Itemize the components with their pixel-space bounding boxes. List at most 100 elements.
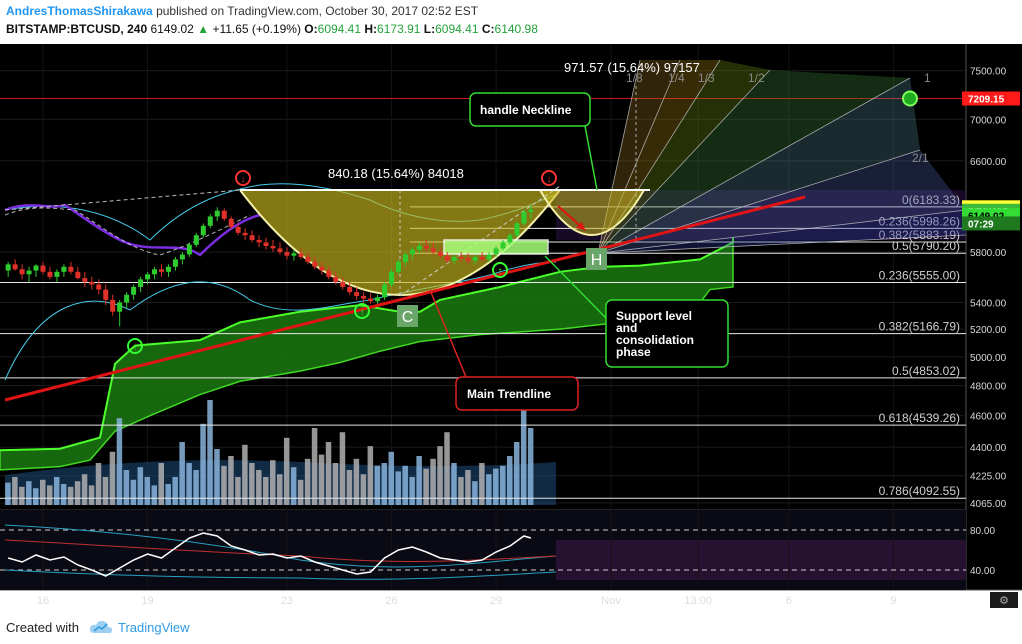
fib-level-label: 0.786(4092.55) bbox=[879, 484, 960, 498]
candle bbox=[528, 204, 534, 219]
volume-bar bbox=[242, 444, 248, 505]
volume-bar bbox=[67, 486, 74, 505]
ohlc-line: BITSTAMP:BTCUSD, 240 6149.02 ▲ +11.65 (+… bbox=[6, 22, 538, 36]
volume-bar bbox=[123, 470, 130, 505]
volume-bar bbox=[409, 477, 415, 505]
time-tick-label: 23 bbox=[281, 595, 293, 607]
candle bbox=[368, 293, 374, 304]
candle bbox=[242, 228, 248, 240]
candle bbox=[347, 281, 353, 295]
signal-markers: ↑ ↑ ↑ ↓ ↓ C H bbox=[127, 170, 607, 354]
volume-bar bbox=[144, 477, 151, 505]
time-tick-label: 6 bbox=[786, 595, 792, 607]
fib-level-label: 0.236(5555.00) bbox=[879, 269, 960, 283]
candle bbox=[472, 254, 478, 265]
candle-body bbox=[305, 256, 311, 262]
volume-bar bbox=[116, 418, 123, 505]
volume-bar bbox=[479, 463, 485, 505]
candle bbox=[458, 252, 464, 262]
candle-body bbox=[75, 271, 81, 279]
candle-body bbox=[138, 279, 144, 287]
candle bbox=[312, 256, 318, 270]
close-value: 6140.98 bbox=[494, 22, 538, 36]
candle-body bbox=[117, 302, 123, 312]
candle bbox=[298, 248, 304, 260]
candle bbox=[89, 276, 95, 290]
price-tick-label: 5000.00 bbox=[970, 353, 1007, 364]
sell-signal-ring bbox=[235, 170, 251, 186]
candle bbox=[354, 286, 360, 300]
pattern-letter-box bbox=[397, 305, 418, 327]
close-label: C: bbox=[481, 22, 495, 36]
candle-body bbox=[284, 252, 290, 256]
price-label-box bbox=[962, 91, 1020, 106]
candle bbox=[145, 271, 151, 285]
fan-sector bbox=[598, 78, 920, 254]
candle-body bbox=[68, 266, 74, 272]
volume-bar bbox=[381, 463, 388, 505]
price-tick-label: 5400.00 bbox=[970, 299, 1007, 310]
author-link[interactable]: AndresThomasShirakawa bbox=[6, 4, 153, 18]
candle-body bbox=[124, 294, 130, 303]
price-change: +11.65 (+0.19%) bbox=[212, 22, 301, 36]
candle bbox=[5, 261, 11, 277]
volume-bar bbox=[520, 393, 527, 505]
candle bbox=[61, 264, 67, 277]
candle-body bbox=[5, 264, 11, 271]
volume-bar bbox=[137, 467, 144, 505]
candle-body bbox=[172, 259, 178, 267]
fan-sector bbox=[598, 60, 770, 254]
fib-level-label: 0.5(5790.20) bbox=[892, 239, 960, 253]
open-label: O: bbox=[304, 22, 318, 36]
volume-bar bbox=[172, 477, 178, 505]
volume-bar bbox=[207, 400, 213, 505]
volume-bar bbox=[193, 470, 199, 505]
candle bbox=[193, 232, 199, 248]
fib-level-label: 0(6183.33) bbox=[902, 193, 960, 207]
fan-ray bbox=[597, 234, 967, 254]
candle-body bbox=[200, 225, 206, 236]
price-tick-label: 5200.00 bbox=[970, 325, 1007, 336]
candle bbox=[451, 254, 457, 265]
time-tick-label: 16 bbox=[37, 595, 49, 607]
fan-ray bbox=[597, 209, 967, 254]
volume-bar bbox=[179, 442, 185, 505]
candle-body bbox=[298, 253, 304, 257]
callout-pointer bbox=[584, 125, 598, 191]
volume-bar bbox=[276, 474, 283, 505]
price-tick-label: 4800.00 bbox=[970, 382, 1007, 393]
tradingview-brand[interactable]: TradingView bbox=[118, 620, 190, 635]
main-trendline bbox=[4, 195, 806, 402]
main-trendline-group bbox=[4, 195, 806, 402]
candle-body bbox=[270, 245, 276, 249]
volume-bar bbox=[416, 456, 422, 505]
rsi-upper-envelope bbox=[4, 524, 557, 568]
sell-signal-icon: ↓ bbox=[541, 170, 557, 186]
measurement-label: 840.18 (15.64%) 84018 bbox=[328, 166, 464, 181]
time-tick-label: 19 bbox=[141, 595, 153, 607]
callout-line: consolidation bbox=[616, 333, 694, 347]
volume-bar bbox=[165, 484, 171, 505]
candle bbox=[465, 253, 471, 265]
dashed-ma bbox=[4, 207, 251, 256]
candle-body bbox=[416, 245, 422, 250]
candle bbox=[19, 264, 25, 280]
candle bbox=[514, 221, 520, 238]
callout-line: Support level bbox=[616, 309, 692, 323]
candle-body bbox=[451, 256, 457, 261]
volume-bar bbox=[26, 481, 32, 505]
volume-bar bbox=[332, 463, 339, 505]
volume-bar bbox=[486, 474, 492, 505]
cup-diagonal bbox=[399, 185, 561, 297]
candle bbox=[284, 247, 290, 260]
price-chart[interactable]: 0(6183.33)0.236(5998.26)0.382(5883.19)0.… bbox=[0, 44, 1022, 610]
volume-bar bbox=[95, 463, 102, 505]
price-tick-label: 4225.00 bbox=[970, 472, 1007, 483]
buy-signal-ring bbox=[127, 338, 143, 354]
candle-body bbox=[235, 226, 241, 233]
candle bbox=[409, 247, 415, 260]
created-with-label: Created with bbox=[6, 620, 79, 635]
candle bbox=[131, 284, 137, 300]
candle bbox=[382, 281, 388, 300]
